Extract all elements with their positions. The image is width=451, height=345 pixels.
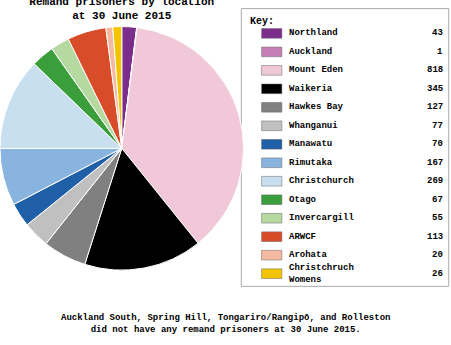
svg-text:1: 1 (437, 47, 443, 57)
svg-text:77: 77 (432, 121, 443, 131)
svg-text:345: 345 (427, 84, 443, 94)
svg-text:20: 20 (432, 250, 443, 260)
svg-text:ARWCF: ARWCF (289, 232, 316, 242)
svg-text:Auckland South, Spring Hill, T: Auckland South, Spring Hill, Tongariro/R… (61, 313, 390, 335)
svg-text:Mount Eden: Mount Eden (289, 65, 343, 75)
svg-text:43: 43 (432, 28, 443, 38)
svg-text:818: 818 (427, 65, 443, 75)
svg-text:167: 167 (427, 158, 443, 168)
svg-text:Otago: Otago (289, 195, 316, 205)
svg-text:Arohata: Arohata (289, 250, 327, 260)
svg-text:Remand prisoners by locationat: Remand prisoners by locationat 30 June 2… (29, 0, 214, 22)
svg-text:Auckland: Auckland (289, 47, 332, 57)
svg-text:269: 269 (427, 176, 443, 186)
svg-text:Whanganui: Whanganui (289, 121, 338, 131)
svg-text:113: 113 (427, 232, 443, 242)
svg-text:Manawatu: Manawatu (289, 139, 332, 149)
svg-text:ChristchruchWomens: ChristchruchWomens (289, 263, 354, 285)
svg-text:127: 127 (427, 102, 443, 112)
svg-text:Northland: Northland (289, 28, 338, 38)
svg-text:55: 55 (432, 213, 443, 223)
svg-text:Waikeria: Waikeria (289, 84, 333, 94)
svg-text:Hawkes Bay: Hawkes Bay (289, 102, 344, 112)
svg-text:70: 70 (432, 139, 443, 149)
svg-text:Invercargill: Invercargill (289, 213, 354, 223)
svg-text:Rimutaka: Rimutaka (289, 158, 333, 168)
svg-text:Key:: Key: (250, 16, 274, 27)
svg-text:67: 67 (432, 195, 443, 205)
svg-text:Christchurch: Christchurch (289, 176, 354, 186)
svg-text:26: 26 (432, 269, 443, 279)
